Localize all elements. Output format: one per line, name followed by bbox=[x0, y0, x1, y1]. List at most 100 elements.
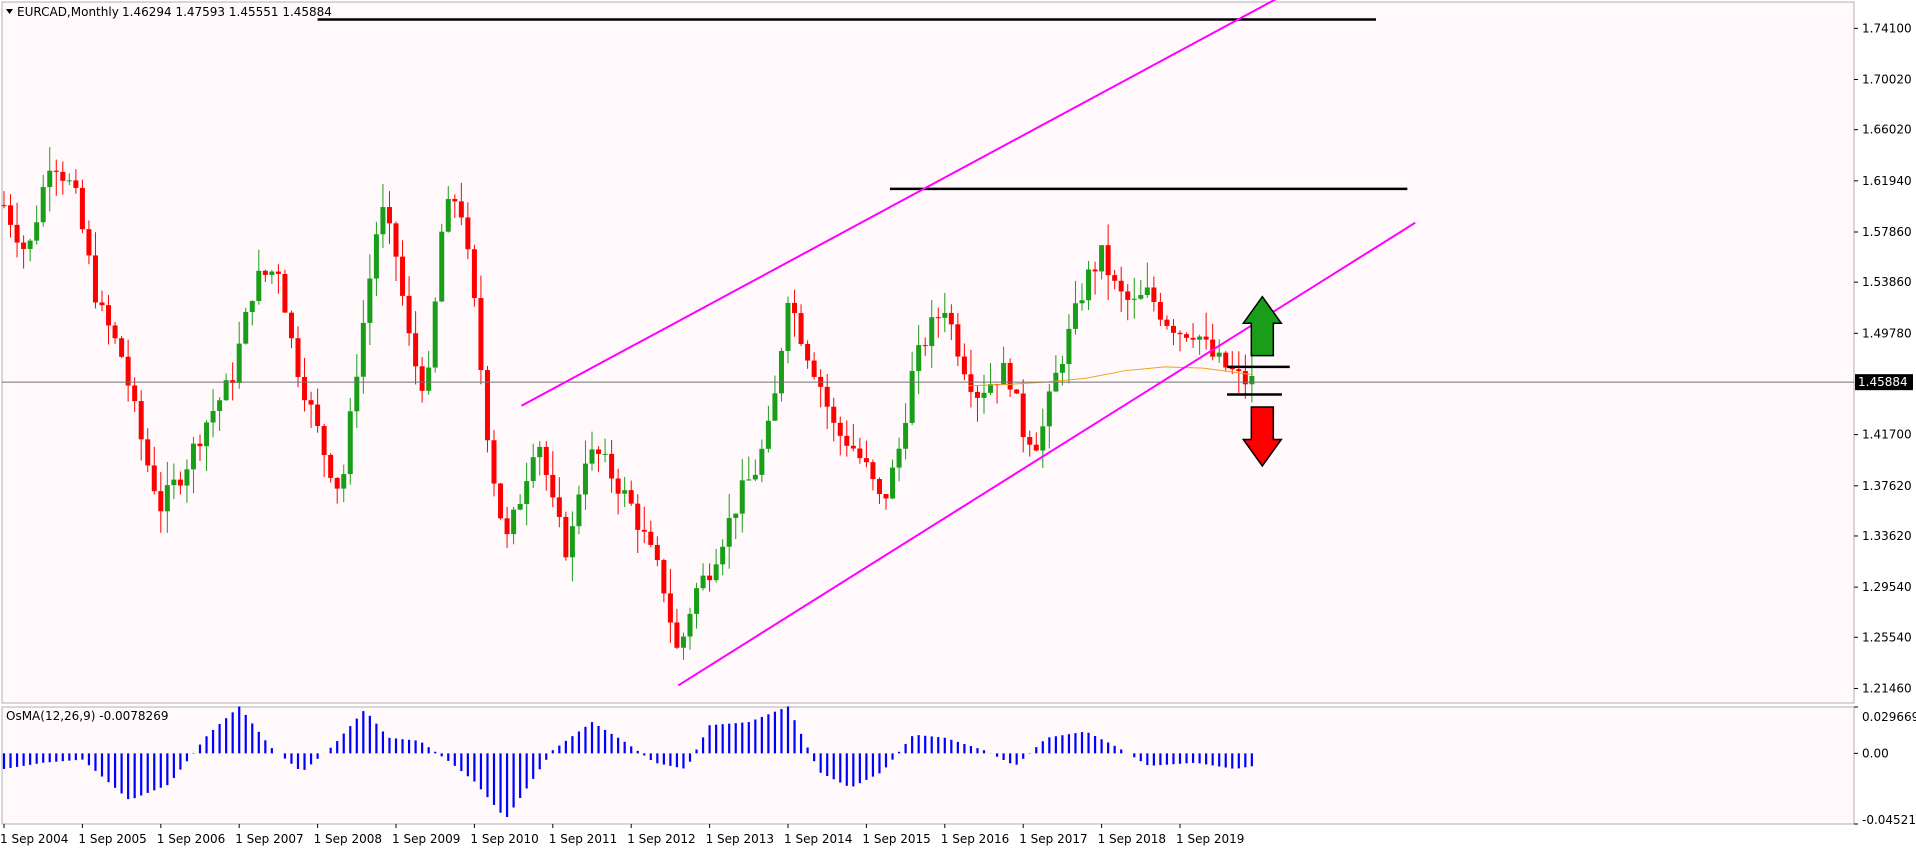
osma-panel bbox=[1, 706, 1855, 825]
candle-body bbox=[589, 449, 595, 464]
candle-body bbox=[648, 531, 654, 545]
price-tick-label: 1.70020 bbox=[1862, 72, 1912, 86]
candle-body bbox=[334, 477, 340, 489]
candle-body bbox=[713, 564, 719, 581]
candle-body bbox=[34, 222, 40, 241]
candle-body bbox=[1007, 362, 1013, 390]
candle-body bbox=[622, 490, 628, 494]
candle-body bbox=[909, 370, 915, 423]
candle-body bbox=[916, 345, 922, 371]
candle-body bbox=[517, 504, 523, 510]
candle-body bbox=[40, 187, 46, 223]
osma-tick-label: 0.029669 bbox=[1862, 710, 1916, 724]
candle-body bbox=[674, 622, 680, 648]
up-arrow-icon bbox=[1241, 295, 1283, 357]
candle-body bbox=[86, 229, 92, 256]
candle-body bbox=[177, 479, 183, 486]
candle-body bbox=[752, 474, 758, 480]
candle-body bbox=[511, 509, 517, 535]
candle-body bbox=[1229, 367, 1235, 370]
dropdown-triangle-icon[interactable] bbox=[6, 9, 13, 14]
candle-body bbox=[230, 380, 236, 383]
candle-body bbox=[125, 356, 131, 386]
price-tick-label: 1.57860 bbox=[1862, 225, 1912, 239]
candle-body bbox=[582, 463, 588, 495]
candle-body bbox=[798, 313, 804, 345]
candle-body bbox=[667, 593, 673, 623]
candle-body bbox=[354, 376, 360, 412]
price-tick-label: 1.25540 bbox=[1862, 630, 1912, 644]
candle-body bbox=[341, 474, 347, 489]
osma-tick-label: 0.00 bbox=[1862, 746, 1889, 760]
candle-body bbox=[393, 223, 399, 257]
candle-body bbox=[1151, 287, 1157, 302]
candle-body bbox=[60, 171, 66, 181]
candle-body bbox=[792, 302, 798, 314]
osma-tick-label: -0.045219 bbox=[1862, 813, 1916, 827]
candle-body bbox=[556, 497, 562, 517]
candle-body bbox=[602, 453, 608, 455]
candle-body bbox=[1092, 269, 1098, 272]
osma-label: OsMA(12,26,9) -0.0078269 bbox=[6, 709, 168, 723]
candle-body bbox=[609, 453, 615, 479]
time-tick-label: 1 Sep 2009 bbox=[392, 832, 460, 846]
candle-body bbox=[432, 301, 438, 368]
candle-body bbox=[256, 270, 262, 301]
time-tick-label: 1 Sep 2007 bbox=[235, 832, 303, 846]
candle-body bbox=[883, 494, 889, 499]
candle-body bbox=[73, 180, 79, 188]
candle-body bbox=[628, 490, 634, 504]
candle-body bbox=[1112, 275, 1118, 281]
time-tick-label: 1 Sep 2006 bbox=[157, 832, 225, 846]
current-price-label: 1.45884 bbox=[1858, 375, 1908, 389]
candle-body bbox=[262, 270, 268, 275]
candle-body bbox=[66, 180, 72, 182]
candle-body bbox=[935, 317, 941, 319]
candle-body bbox=[328, 454, 334, 478]
price-tick-label: 1.49780 bbox=[1862, 326, 1912, 340]
candle-body bbox=[14, 224, 20, 243]
candle-body bbox=[295, 338, 301, 378]
candle-body bbox=[92, 255, 98, 303]
candle-body bbox=[1072, 303, 1078, 329]
candle-body bbox=[210, 410, 216, 423]
candle-body bbox=[537, 446, 543, 458]
candle-body bbox=[426, 367, 432, 391]
candle-body bbox=[119, 338, 125, 357]
candle-body bbox=[863, 458, 869, 463]
candle-body bbox=[1020, 393, 1026, 438]
candle-body bbox=[778, 350, 784, 394]
candle-body bbox=[1177, 332, 1183, 335]
candle-body bbox=[981, 392, 987, 398]
candle-body bbox=[400, 256, 406, 296]
candle-body bbox=[857, 448, 863, 459]
time-tick-label: 1 Sep 2010 bbox=[470, 832, 538, 846]
candle-body bbox=[158, 491, 164, 512]
main-chart-area[interactable] bbox=[1, 1, 1855, 704]
candle-body bbox=[373, 234, 379, 279]
candle-body bbox=[138, 401, 144, 440]
current-price-box bbox=[1855, 374, 1913, 391]
candle-body bbox=[315, 404, 321, 426]
candle-body bbox=[1001, 362, 1007, 385]
candle-body bbox=[151, 465, 157, 492]
candle-body bbox=[948, 312, 954, 325]
candle-body bbox=[380, 207, 386, 235]
candle-body bbox=[1079, 300, 1085, 304]
candle-body bbox=[21, 242, 27, 249]
price-tick-label: 1.29540 bbox=[1862, 580, 1912, 594]
candle-body bbox=[171, 479, 177, 486]
candle-body bbox=[700, 575, 706, 589]
candle-body bbox=[543, 446, 549, 475]
candle-body bbox=[478, 298, 484, 371]
candle-body bbox=[504, 518, 510, 535]
candle-body bbox=[870, 462, 876, 480]
candle-body bbox=[1059, 363, 1065, 373]
candle-body bbox=[772, 393, 778, 421]
candle-body bbox=[896, 448, 902, 468]
candle-body bbox=[406, 295, 412, 334]
price-tick-label: 1.66020 bbox=[1862, 123, 1912, 137]
down-arrow-icon bbox=[1241, 406, 1283, 468]
candle-body bbox=[524, 481, 530, 505]
